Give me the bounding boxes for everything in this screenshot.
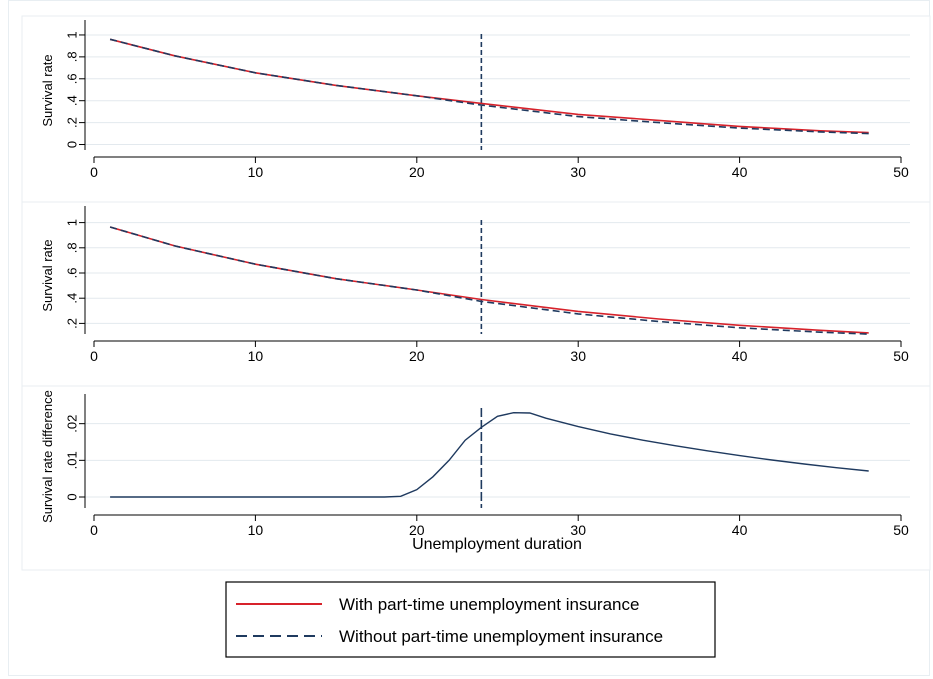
x-tick-label: 30 xyxy=(570,164,586,180)
x-tick-label: 50 xyxy=(893,348,909,364)
x-tick-label: 50 xyxy=(893,164,909,180)
x-tick-label: 10 xyxy=(248,164,264,180)
y-tick-label: .01 xyxy=(65,451,80,469)
panel-background xyxy=(21,201,931,387)
y-tick-label: 1 xyxy=(65,31,80,38)
x-tick-label: 10 xyxy=(248,348,264,364)
x-tick-label: 0 xyxy=(90,348,98,364)
x-tick-label: 30 xyxy=(570,522,586,538)
y-tick-label: .02 xyxy=(65,415,80,433)
x-tick-label: 20 xyxy=(409,348,425,364)
y-tick-label: 0 xyxy=(65,493,80,500)
y-tick-label: .6 xyxy=(65,73,80,84)
panel-2: .2 .4 .6 .8 1 Survival rate 0 10 20 30 40 50 xyxy=(21,201,931,387)
x-tick-label: 30 xyxy=(570,348,586,364)
y-tick-label: .4 xyxy=(65,293,80,304)
legend-label: Without part-time unemployment insurance xyxy=(339,627,663,646)
x-tick-label: 0 xyxy=(90,164,98,180)
x-tick-label: 40 xyxy=(732,164,748,180)
y-tick-label: 1 xyxy=(65,219,80,226)
y-axis-label: Survival rate xyxy=(40,54,55,126)
y-axis-label: Survival rate difference xyxy=(40,390,55,523)
legend: With part-time unemployment insurance Wit… xyxy=(225,581,716,658)
y-tick-label: .2 xyxy=(65,318,80,329)
x-tick-label: 40 xyxy=(732,522,748,538)
y-tick-label: .6 xyxy=(65,268,80,279)
x-tick-label: 0 xyxy=(90,522,98,538)
x-tick-label: 20 xyxy=(409,164,425,180)
series-line-without xyxy=(109,38,869,135)
y-tick-label: .4 xyxy=(65,95,80,106)
panel-1: 0 .2 .4 .6 .8 1 Survival rate 0 10 20 30 40 50 xyxy=(21,15,931,203)
y-tick-label: 0 xyxy=(65,141,80,148)
x-axis-title: Unemployment duration xyxy=(412,536,582,553)
panel-background xyxy=(21,15,931,203)
legend-box xyxy=(225,581,716,658)
y-tick-label: .2 xyxy=(65,117,80,128)
y-tick-label: .8 xyxy=(65,242,80,253)
y-tick-label: .8 xyxy=(65,51,80,62)
x-tick-label: 10 xyxy=(248,522,264,538)
panel-background xyxy=(21,385,931,571)
legend-label: With part-time unemployment insurance xyxy=(339,595,639,614)
series-line-difference xyxy=(110,411,869,498)
series-line-without xyxy=(109,226,869,335)
panel-3: 0 .01 .02 Survival rate difference 0 10 20 30 40… xyxy=(21,385,931,571)
x-tick-label: 50 xyxy=(893,522,909,538)
y-axis-label: Survival rate xyxy=(40,239,55,311)
x-tick-label: 20 xyxy=(409,522,425,538)
x-tick-label: 40 xyxy=(732,348,748,364)
